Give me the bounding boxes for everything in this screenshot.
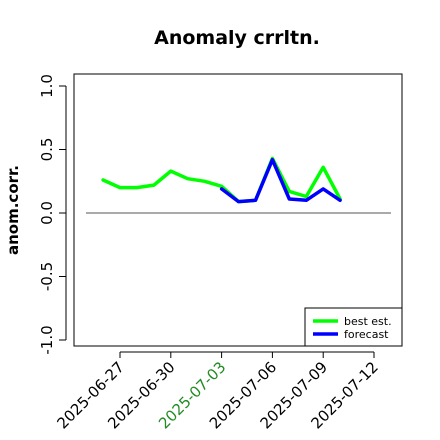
legend-box: [304, 307, 403, 347]
legend: best est. forecast: [304, 307, 403, 347]
legend-label-best-est: best est.: [344, 315, 392, 328]
series-line-best-est: [101, 156, 342, 204]
y-tick-label: 0.5: [38, 138, 56, 162]
y-axis-label: anom.corr.: [4, 165, 22, 255]
series-line-forecast: [219, 157, 342, 204]
plot-frame: [73, 73, 403, 347]
y-axis: -1.0 -0.5 0.0 0.5 1.0: [38, 74, 67, 355]
chart-title: Anomaly crrltn.: [154, 27, 320, 49]
y-tick-label: -1.0: [38, 325, 56, 354]
series-layer: [101, 156, 342, 204]
x-axis: 2025-06-272025-06-302025-07-032025-07-06…: [53, 351, 382, 432]
y-tick-label: 0.0: [38, 201, 56, 225]
y-tick-label: -0.5: [38, 262, 56, 291]
legend-label-forecast: forecast: [344, 328, 389, 341]
y-tick-label: 1.0: [38, 74, 56, 98]
